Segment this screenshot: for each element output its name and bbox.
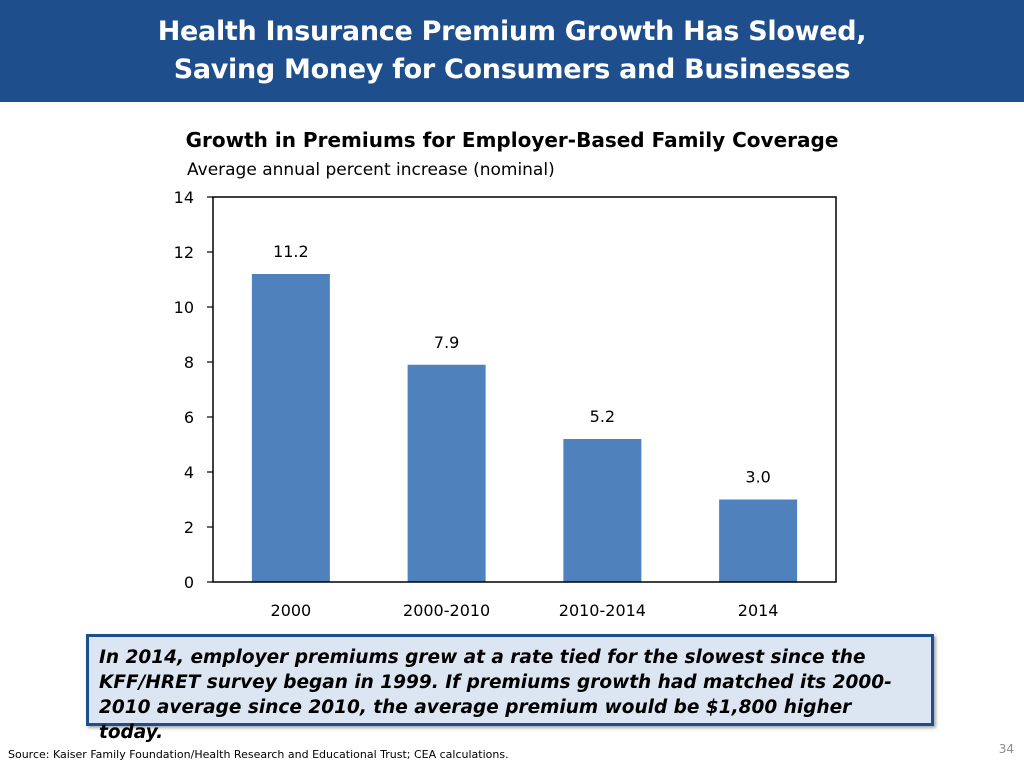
y-tick-label: 6 <box>184 408 194 427</box>
data-label: 7.9 <box>434 333 459 352</box>
chart-title: Growth in Premiums for Employer-Based Fa… <box>185 128 839 152</box>
data-label: 5.2 <box>590 407 615 426</box>
y-tick-label: 12 <box>174 243 194 262</box>
plot-frame <box>212 196 837 583</box>
bar <box>407 364 486 582</box>
x-axis: 2000 2000-2010 2010-2014 2014 <box>271 601 779 620</box>
bar <box>563 439 642 582</box>
y-axis: 0 2 4 6 8 10 12 14 <box>174 188 213 592</box>
chart-subtitle: Average annual percent increase (nominal… <box>187 160 555 180</box>
slide-header: Health Insurance Premium Growth Has Slow… <box>0 0 1024 102</box>
y-tick-label: 8 <box>184 353 194 372</box>
data-label: 3.0 <box>745 468 770 487</box>
bars: 11.2 7.9 5.2 3.0 <box>251 242 798 582</box>
y-tick-label: 4 <box>184 463 194 482</box>
y-tick-label: 14 <box>174 188 194 207</box>
slide-title-line1: Health Insurance Premium Growth Has Slow… <box>157 16 867 47</box>
y-tick-label: 10 <box>174 298 194 317</box>
source-note: Source: Kaiser Family Foundation/Health … <box>8 748 509 761</box>
slide-title-line2: Saving Money for Consumers and Businesse… <box>173 54 851 85</box>
data-label: 11.2 <box>273 242 309 261</box>
bar <box>251 274 330 582</box>
x-tick-label: 2000 <box>271 601 312 620</box>
page-number: 34 <box>998 742 1014 756</box>
x-tick-label: 2014 <box>738 601 779 620</box>
callout-box: In 2014, employer premiums grew at a rat… <box>86 634 934 743</box>
y-tick-label: 0 <box>184 573 194 592</box>
y-tick-label: 2 <box>184 518 194 537</box>
bar <box>719 499 798 582</box>
x-tick-label: 2000-2010 <box>403 601 490 620</box>
x-tick-label: 2010-2014 <box>559 601 646 620</box>
